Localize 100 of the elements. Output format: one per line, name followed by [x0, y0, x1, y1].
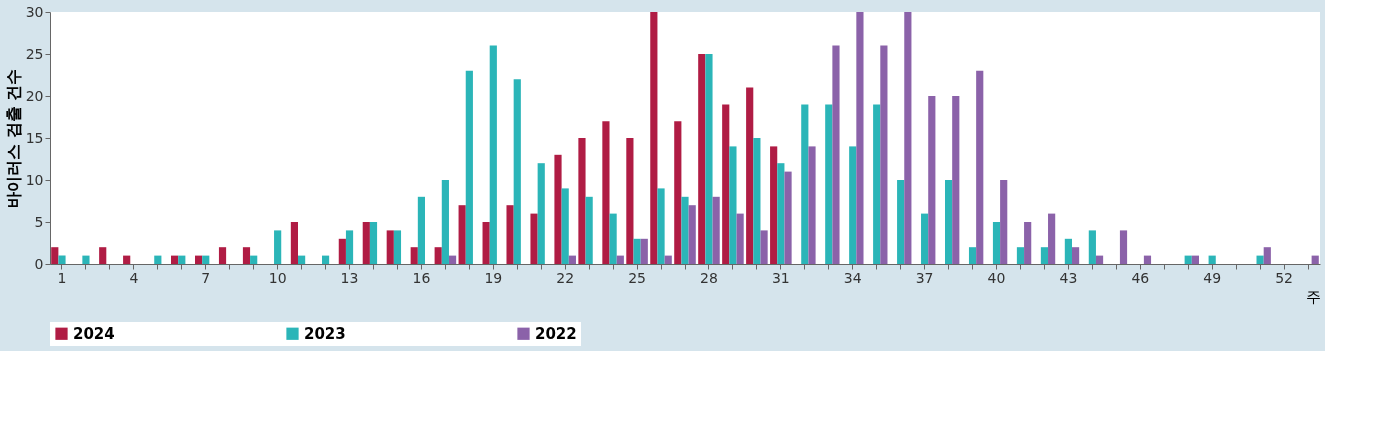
bar	[82, 255, 90, 264]
x-tick-label: 16	[412, 269, 431, 286]
x-tick-label: 49	[1203, 269, 1222, 286]
bar	[1048, 213, 1056, 264]
bar	[626, 138, 634, 264]
bar	[1064, 238, 1072, 264]
y-tick-label: 0	[34, 255, 44, 272]
y-tick-label: 20	[25, 87, 44, 104]
bar	[489, 45, 497, 264]
bar	[465, 70, 473, 264]
bar	[202, 255, 210, 264]
bar	[746, 87, 754, 264]
bar	[448, 255, 457, 264]
bar	[904, 12, 912, 264]
bar	[777, 163, 785, 264]
bar	[1024, 222, 1032, 264]
bar	[825, 104, 833, 264]
x-tick-label: 4	[129, 269, 139, 286]
bar	[712, 196, 720, 264]
bar	[482, 222, 490, 264]
bar	[218, 247, 227, 264]
bar	[650, 12, 658, 264]
bar	[178, 255, 186, 264]
y-tick-label: 30	[25, 3, 44, 20]
bar	[722, 104, 730, 264]
bar	[99, 247, 107, 264]
bar	[736, 213, 744, 264]
legend-label: 2024	[73, 324, 115, 343]
bar	[1191, 255, 1199, 264]
bar	[561, 188, 569, 264]
bar	[1184, 255, 1192, 264]
bar	[1095, 255, 1104, 264]
bar	[506, 205, 514, 264]
bar	[705, 54, 713, 264]
bar	[1040, 247, 1049, 264]
bar	[290, 222, 299, 264]
bar	[386, 230, 394, 264]
y-tick-label: 10	[25, 171, 44, 188]
x-tick-label: 31	[771, 269, 790, 286]
bar	[808, 146, 816, 264]
bar	[345, 230, 354, 264]
bar	[849, 146, 857, 264]
bar	[633, 238, 641, 264]
bar	[992, 222, 1001, 264]
bar	[58, 255, 66, 264]
bar	[657, 188, 665, 264]
x-tick-label: 19	[484, 269, 503, 286]
bar	[976, 70, 984, 264]
bar	[1016, 247, 1025, 264]
bar	[801, 104, 809, 264]
y-tick-label: 25	[25, 45, 44, 62]
bar	[602, 121, 610, 264]
x-tick-label: 10	[268, 269, 287, 286]
bar	[944, 180, 953, 264]
bar	[51, 247, 59, 264]
x-tick-label: 37	[915, 269, 934, 286]
bar	[688, 205, 696, 264]
bar	[585, 196, 593, 264]
bar	[968, 247, 977, 264]
bar	[784, 171, 792, 264]
bar	[1119, 230, 1128, 264]
bar	[568, 255, 576, 264]
bar	[921, 213, 929, 264]
bar	[1088, 230, 1096, 264]
bar	[369, 222, 378, 264]
bar	[760, 230, 768, 264]
bar	[171, 255, 179, 264]
bar	[1143, 255, 1152, 264]
x-tick-label: 34	[843, 269, 862, 286]
bar	[1000, 180, 1008, 264]
bar	[298, 255, 306, 264]
bar	[434, 247, 442, 264]
bar	[123, 255, 131, 264]
bar	[154, 255, 162, 264]
x-tick-label: 7	[201, 269, 211, 286]
bar	[513, 79, 521, 264]
bar	[554, 154, 562, 264]
bar	[928, 96, 936, 264]
bar	[753, 138, 761, 264]
bar	[458, 205, 466, 264]
x-tick-label: 22	[556, 269, 575, 286]
bar	[952, 96, 960, 264]
bar	[880, 45, 888, 264]
bar	[698, 54, 706, 264]
bar	[530, 213, 538, 264]
bar	[897, 180, 905, 264]
bar	[242, 247, 251, 264]
x-tick-label: 1	[57, 269, 67, 286]
bar	[770, 146, 778, 264]
bar	[578, 138, 586, 264]
x-tick-label: 28	[700, 269, 718, 286]
bar	[729, 146, 737, 264]
y-tick-label: 5	[34, 213, 44, 230]
x-tick-label: 52	[1275, 269, 1293, 286]
bar	[441, 180, 449, 264]
bar	[1208, 255, 1216, 264]
bar	[1071, 247, 1080, 264]
legend-label: 2022	[535, 324, 577, 343]
x-tick-label: 43	[1059, 269, 1078, 286]
x-tick-label: 46	[1131, 269, 1150, 286]
